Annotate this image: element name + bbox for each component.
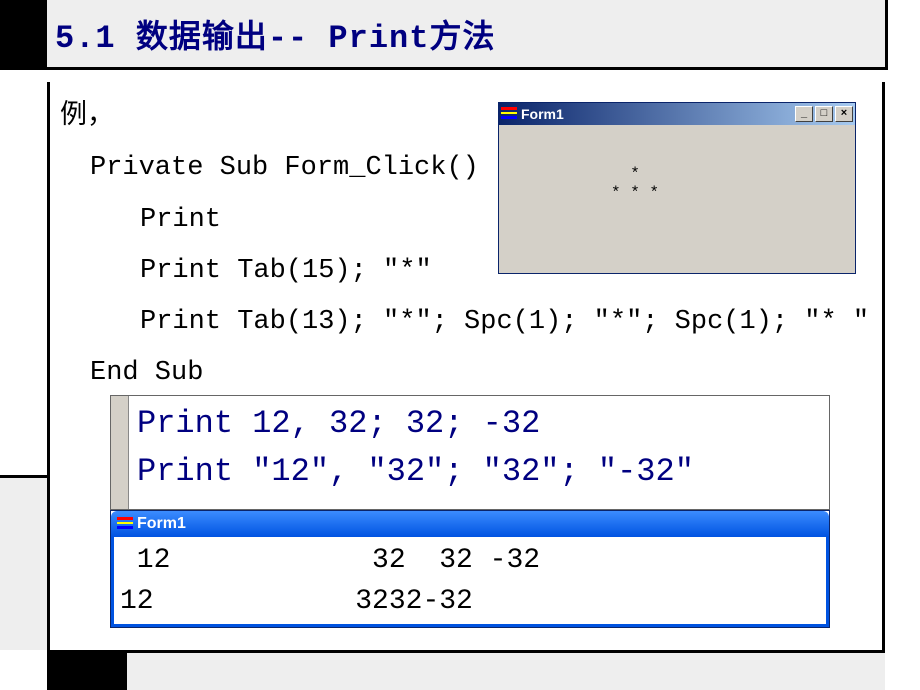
form-icon xyxy=(501,107,517,121)
close-button[interactable]: × xyxy=(835,106,853,122)
slide-title: 5.1 数据输出-- Print方法 xyxy=(55,11,495,57)
slide-header: 5.1 数据输出-- Print方法 xyxy=(47,0,885,70)
form2-title-text: Form1 xyxy=(137,515,186,533)
form1-output-line2: * * * xyxy=(611,184,659,202)
right-border xyxy=(882,82,885,652)
form2-output-line2: 12 3232-32 xyxy=(120,586,473,617)
form2-window: Form1 12 32 32 -32 12 3232-32 xyxy=(110,510,830,628)
top-right-block xyxy=(885,0,920,70)
maximize-button[interactable]: □ xyxy=(815,106,833,122)
editor-gutter xyxy=(111,396,129,509)
left-gray-block xyxy=(0,475,47,650)
code-line-5: Print Tab(13); "*"; Spc(1); "*"; Spc(1);… xyxy=(60,297,882,348)
minimize-button[interactable]: _ xyxy=(795,106,813,122)
bottom-black-block xyxy=(47,650,127,690)
editor-line-2: Print "12", "32"; "32"; "-32" xyxy=(137,453,694,490)
form2-output-line1: 12 32 32 -32 xyxy=(120,545,540,576)
window-buttons: _ □ × xyxy=(795,106,853,122)
form2-titlebar[interactable]: Form1 xyxy=(111,511,829,537)
form1-window: Form1 _ □ × * * * * xyxy=(498,102,856,274)
code-line-6: End Sub xyxy=(60,348,882,399)
form1-title-text: Form1 xyxy=(521,106,795,122)
bottom-white-block xyxy=(0,650,47,690)
form1-output-line1: * xyxy=(611,165,640,183)
bottom-gray-bar xyxy=(127,650,885,690)
editor-code: Print 12, 32; 32; -32 Print "12", "32"; … xyxy=(129,396,829,509)
form1-titlebar[interactable]: Form1 _ □ × xyxy=(499,103,855,125)
editor-line-1: Print 12, 32; 32; -32 xyxy=(137,405,540,442)
code-editor: Print 12, 32; 32; -32 Print "12", "32"; … xyxy=(110,395,830,510)
form-icon xyxy=(117,517,133,531)
top-left-black-block xyxy=(0,0,47,70)
form1-client-area: * * * * xyxy=(499,125,855,273)
form2-client-area: 12 32 32 -32 12 3232-32 xyxy=(111,537,829,627)
